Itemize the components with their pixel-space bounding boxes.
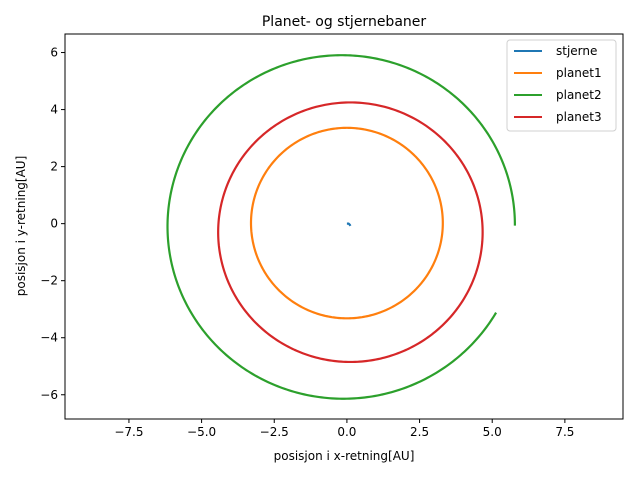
y-axis-label: posisjon i y-retning[AU]: [14, 156, 28, 297]
y-tick-label: −6: [40, 388, 58, 402]
y-tick-label: 0: [50, 217, 58, 231]
legend-label-planet2: planet2: [556, 88, 602, 102]
x-tick-label: 0.0: [337, 425, 356, 439]
series-line-stjerne: [346, 222, 352, 227]
y-tick-label: −2: [40, 274, 58, 288]
series-line-planet1: [249, 126, 444, 320]
y-tick-label: −4: [40, 331, 58, 345]
series-line-planet3: [217, 101, 484, 364]
y-tick-label: 6: [50, 46, 58, 60]
plot-frame: [64, 33, 624, 420]
legend: stjerne planet1 planet2 planet3: [506, 39, 617, 132]
series-layer: [166, 54, 516, 400]
y-axis-ticks: −6 −4 −2 0 2 4 6: [40, 46, 65, 402]
x-axis-ticks: −7.5 −5.0 −2.5 0.0 2.5 5.0 7.5: [114, 419, 574, 439]
series-line-planet2: [166, 54, 516, 400]
x-axis-label: posisjon i x-retning[AU]: [274, 449, 415, 463]
plot-area: [64, 33, 624, 420]
y-tick-label: 2: [50, 160, 58, 174]
chart-title: Planet- og stjernebaner: [262, 14, 427, 30]
legend-box: [506, 39, 617, 132]
x-tick-label: 2.5: [410, 425, 429, 439]
x-tick-label: 7.5: [555, 425, 574, 439]
x-tick-label: −7.5: [114, 425, 143, 439]
x-tick-label: −5.0: [187, 425, 216, 439]
legend-label-stjerne: stjerne: [556, 44, 597, 58]
y-tick-label: 4: [50, 103, 58, 117]
x-tick-label: −2.5: [260, 425, 289, 439]
legend-label-planet1: planet1: [556, 66, 602, 80]
legend-label-planet3: planet3: [556, 110, 602, 124]
x-tick-label: 5.0: [483, 425, 502, 439]
